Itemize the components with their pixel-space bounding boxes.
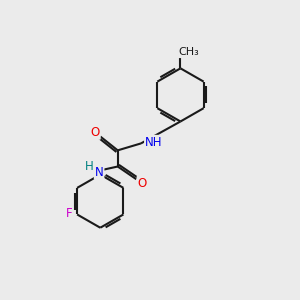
- Text: NH: NH: [145, 136, 163, 149]
- Text: O: O: [137, 177, 147, 190]
- Text: N: N: [95, 166, 103, 179]
- Text: O: O: [91, 126, 100, 139]
- Text: H: H: [85, 160, 94, 173]
- Text: F: F: [66, 207, 72, 220]
- Text: CH₃: CH₃: [178, 47, 199, 57]
